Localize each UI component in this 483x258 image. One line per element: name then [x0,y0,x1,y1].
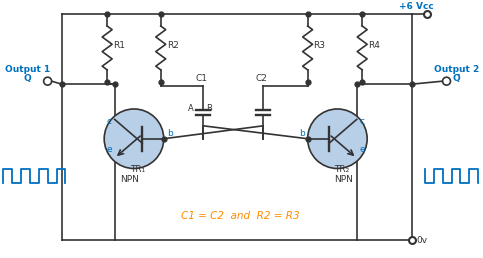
Text: NPN: NPN [121,175,140,184]
Circle shape [104,109,164,168]
Text: b: b [167,129,172,138]
Circle shape [442,77,451,85]
Text: +6 Vcc: +6 Vcc [399,2,434,11]
Text: A: A [188,104,194,114]
Text: R1: R1 [113,42,125,51]
Text: Q̅: Q̅ [453,74,460,83]
Text: Q: Q [24,74,32,83]
Text: Output 2: Output 2 [434,65,479,74]
Text: C1 = C2  and  R2 = R3: C1 = C2 and R2 = R3 [181,211,299,221]
Text: TR₂: TR₂ [334,165,349,174]
Text: R2: R2 [167,42,179,51]
Text: C2: C2 [255,74,267,83]
Text: C1: C1 [196,74,207,83]
Text: c: c [360,117,365,126]
Text: R3: R3 [313,42,326,51]
Text: b: b [299,129,305,138]
Text: e: e [106,145,112,154]
Text: c: c [107,117,112,126]
Text: R4: R4 [368,42,380,51]
Text: TR₁: TR₁ [130,165,145,174]
Circle shape [308,109,367,168]
Text: e: e [360,145,365,154]
Text: B: B [206,104,212,114]
Text: Output 1: Output 1 [5,65,50,74]
Circle shape [43,77,52,85]
Text: NPN: NPN [334,175,353,184]
Text: 0v: 0v [417,236,428,245]
